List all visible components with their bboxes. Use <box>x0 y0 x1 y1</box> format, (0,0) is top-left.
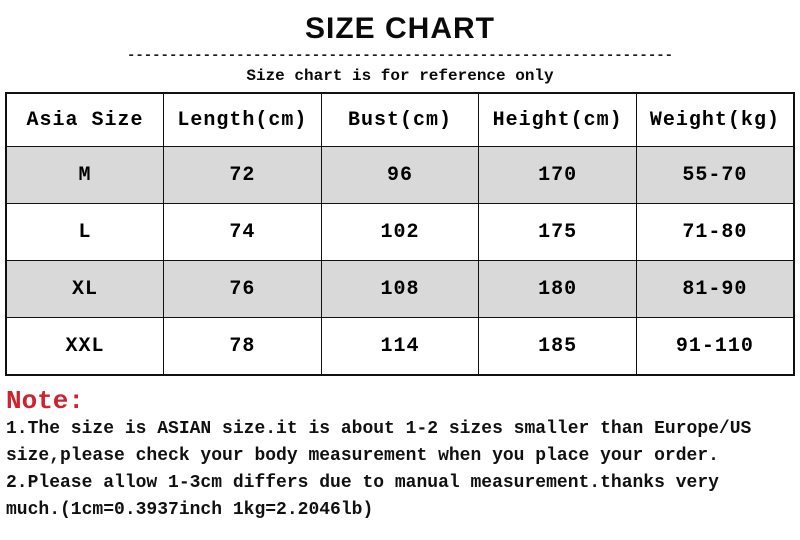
note-line-2: size,please check your body measurement … <box>6 446 719 466</box>
height-cell: 180 <box>478 260 637 318</box>
table-row-m: M 72 96 170 55-70 <box>5 146 795 204</box>
height-cell: 175 <box>478 203 637 261</box>
table-header-row: Asia Size Length(cm) Bust(cm) Height(cm)… <box>5 92 795 147</box>
column-header-weight: Weight(kg) <box>635 92 795 147</box>
bust-cell: 108 <box>320 260 480 318</box>
reference-subtitle: Size chart is for reference only <box>246 67 554 85</box>
weight-cell: 71-80 <box>635 203 795 261</box>
column-header-length: Length(cm) <box>163 92 322 147</box>
note-section: Note: 1.The size is ASIAN size.it is abo… <box>6 386 795 524</box>
page-title: SIZE CHART <box>305 12 495 45</box>
column-header-asia-size: Asia Size <box>5 92 165 147</box>
bust-cell: 114 <box>320 317 480 376</box>
note-line-4: much.(1cm=0.3937inch 1kg=2.2046lb) <box>6 500 374 520</box>
length-cell: 74 <box>163 203 322 261</box>
title-divider: ----------------------------------------… <box>126 49 674 63</box>
length-cell: 78 <box>163 317 322 376</box>
size-cell: XL <box>5 260 165 318</box>
table-row-l: L 74 102 175 71-80 <box>5 203 795 261</box>
length-cell: 72 <box>163 146 322 204</box>
size-cell: L <box>5 203 165 261</box>
size-cell: XXL <box>5 317 165 376</box>
height-cell: 170 <box>478 146 637 204</box>
height-cell: 185 <box>478 317 637 376</box>
weight-cell: 81-90 <box>635 260 795 318</box>
size-table: Asia Size Length(cm) Bust(cm) Height(cm)… <box>5 92 795 376</box>
bust-cell: 102 <box>320 203 480 261</box>
note-line-3: 2.Please allow 1-3cm differs due to manu… <box>6 473 719 493</box>
weight-cell: 91-110 <box>635 317 795 376</box>
column-header-height: Height(cm) <box>478 92 637 147</box>
note-label: Note: <box>6 386 85 416</box>
column-header-bust: Bust(cm) <box>320 92 480 147</box>
length-cell: 76 <box>163 260 322 318</box>
bust-cell: 96 <box>320 146 480 204</box>
table-row-xxl: XXL 78 114 185 91-110 <box>5 317 795 376</box>
note-line-1: 1.The size is ASIAN size.it is about 1-2… <box>6 419 752 439</box>
table-row-xl: XL 76 108 180 81-90 <box>5 260 795 318</box>
size-cell: M <box>5 146 165 204</box>
weight-cell: 55-70 <box>635 146 795 204</box>
